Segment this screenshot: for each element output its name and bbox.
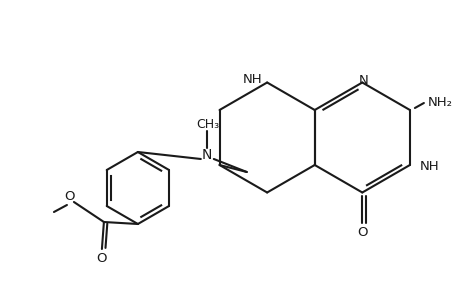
Text: CH₃: CH₃ [196,118,219,130]
Text: NH: NH [242,73,262,86]
Text: NH₂: NH₂ [427,95,452,109]
Text: O: O [96,253,107,266]
Text: O: O [356,226,367,239]
Text: N: N [201,148,212,162]
Text: O: O [65,190,75,203]
Text: N: N [358,74,367,87]
Text: NH: NH [419,160,438,173]
